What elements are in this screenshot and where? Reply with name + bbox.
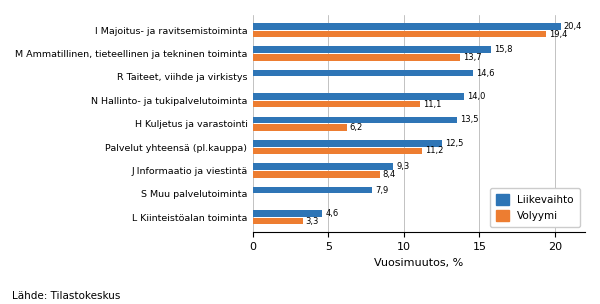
Bar	[253, 93, 464, 100]
X-axis label: Vuosimuutos, %: Vuosimuutos, %	[374, 258, 464, 268]
Text: Lähde: Tilastokeskus: Lähde: Tilastokeskus	[12, 291, 121, 301]
Bar	[253, 23, 561, 29]
Bar	[253, 140, 442, 147]
Bar	[253, 70, 473, 76]
Text: 6,2: 6,2	[350, 123, 363, 132]
Legend: Liikevaihto, Volyymi: Liikevaihto, Volyymi	[490, 188, 580, 227]
Bar	[253, 117, 457, 123]
Bar	[253, 171, 380, 178]
Bar	[253, 187, 372, 193]
Text: 14,0: 14,0	[467, 92, 485, 101]
Bar	[253, 31, 546, 37]
Text: 11,2: 11,2	[425, 147, 443, 155]
Bar	[253, 148, 422, 154]
Bar	[253, 124, 347, 131]
Text: 13,5: 13,5	[460, 115, 478, 124]
Text: 8,4: 8,4	[383, 170, 396, 179]
Text: 14,6: 14,6	[476, 69, 495, 78]
Bar	[253, 218, 303, 224]
Text: 12,5: 12,5	[445, 139, 463, 148]
Text: 13,7: 13,7	[463, 53, 481, 62]
Text: 3,3: 3,3	[306, 217, 319, 226]
Bar	[253, 54, 460, 61]
Text: 15,8: 15,8	[494, 45, 513, 54]
Text: 19,4: 19,4	[549, 29, 567, 39]
Text: 4,6: 4,6	[325, 209, 338, 218]
Text: 9,3: 9,3	[397, 162, 410, 171]
Bar	[253, 47, 491, 53]
Bar	[253, 210, 322, 217]
Text: 20,4: 20,4	[564, 22, 582, 31]
Text: 7,9: 7,9	[375, 185, 388, 195]
Text: 11,1: 11,1	[424, 100, 442, 109]
Bar	[253, 101, 421, 108]
Bar	[253, 163, 394, 170]
